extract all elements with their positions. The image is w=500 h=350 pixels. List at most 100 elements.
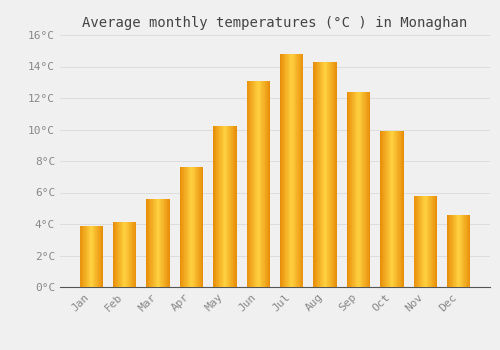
Bar (185, 167, 186, 287)
Bar (152, 199, 154, 287)
Bar (363, 92, 364, 287)
Bar (414, 196, 415, 287)
Bar (315, 62, 316, 287)
Bar (386, 131, 388, 287)
Bar (326, 62, 328, 287)
Bar (296, 54, 297, 287)
Bar (161, 199, 162, 287)
Bar (99, 225, 100, 287)
Bar (295, 54, 296, 287)
Bar (350, 92, 352, 287)
Bar (201, 167, 202, 287)
Bar (146, 199, 147, 287)
Bar (216, 126, 217, 287)
Title: Average monthly temperatures (°C ) in Monaghan: Average monthly temperatures (°C ) in Mo… (82, 16, 468, 30)
Bar (264, 81, 266, 287)
Bar (349, 92, 350, 287)
Bar (194, 167, 196, 287)
Bar (84, 225, 85, 287)
Bar (235, 126, 236, 287)
Bar (193, 167, 194, 287)
Bar (297, 54, 298, 287)
Bar (451, 215, 452, 287)
Bar (80, 225, 81, 287)
Bar (432, 196, 433, 287)
Bar (381, 131, 382, 287)
Bar (384, 131, 385, 287)
Bar (427, 196, 428, 287)
Bar (436, 196, 437, 287)
Bar (282, 54, 283, 287)
Bar (382, 131, 384, 287)
Bar (89, 225, 90, 287)
Bar (182, 167, 183, 287)
Bar (417, 196, 418, 287)
Bar (256, 81, 258, 287)
Bar (325, 62, 326, 287)
Bar (302, 54, 304, 287)
Bar (457, 215, 458, 287)
Bar (454, 215, 455, 287)
Bar (448, 215, 450, 287)
Bar (230, 126, 231, 287)
Bar (198, 167, 200, 287)
Bar (262, 81, 263, 287)
Bar (260, 81, 262, 287)
Bar (419, 196, 420, 287)
Bar (159, 199, 160, 287)
Bar (154, 199, 155, 287)
Bar (353, 92, 354, 287)
Bar (124, 223, 126, 287)
Bar (364, 92, 365, 287)
Bar (390, 131, 391, 287)
Bar (250, 81, 252, 287)
Bar (252, 81, 253, 287)
Bar (434, 196, 436, 287)
Bar (158, 199, 159, 287)
Bar (127, 223, 128, 287)
Bar (287, 54, 288, 287)
Bar (246, 81, 248, 287)
Bar (324, 62, 325, 287)
Bar (183, 167, 184, 287)
Bar (168, 199, 169, 287)
Bar (356, 92, 357, 287)
Bar (394, 131, 395, 287)
Bar (266, 81, 267, 287)
Bar (288, 54, 290, 287)
Bar (415, 196, 416, 287)
Bar (92, 225, 93, 287)
Bar (392, 131, 394, 287)
Bar (468, 215, 469, 287)
Bar (395, 131, 396, 287)
Bar (366, 92, 367, 287)
Bar (428, 196, 429, 287)
Bar (388, 131, 389, 287)
Bar (447, 215, 448, 287)
Bar (85, 225, 86, 287)
Bar (431, 196, 432, 287)
Bar (189, 167, 190, 287)
Bar (284, 54, 286, 287)
Bar (365, 92, 366, 287)
Bar (169, 199, 170, 287)
Bar (298, 54, 300, 287)
Bar (268, 81, 269, 287)
Bar (452, 215, 454, 287)
Bar (465, 215, 466, 287)
Bar (450, 215, 451, 287)
Bar (249, 81, 250, 287)
Bar (114, 223, 116, 287)
Bar (398, 131, 399, 287)
Bar (202, 167, 203, 287)
Bar (385, 131, 386, 287)
Bar (389, 131, 390, 287)
Bar (148, 199, 150, 287)
Bar (380, 131, 381, 287)
Bar (188, 167, 189, 287)
Bar (433, 196, 434, 287)
Bar (118, 223, 119, 287)
Bar (420, 196, 422, 287)
Bar (416, 196, 417, 287)
Bar (221, 126, 222, 287)
